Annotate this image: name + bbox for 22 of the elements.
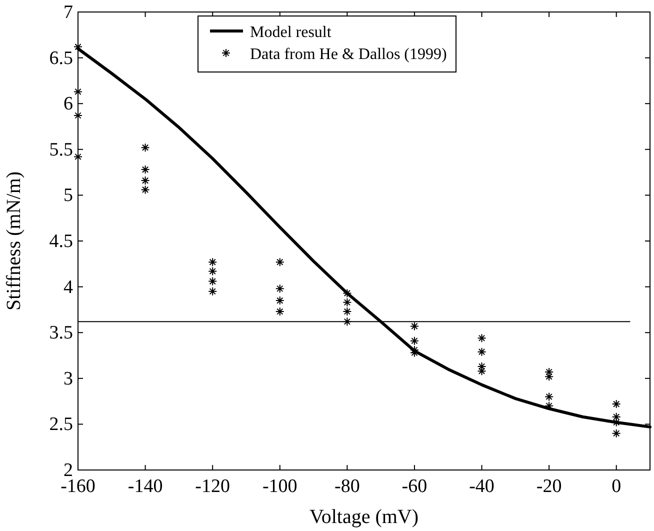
x-axis-title: Voltage (mV) [309, 506, 419, 528]
x-tick-label: -20 [536, 476, 562, 497]
x-tick-label: -100 [262, 476, 298, 497]
y-tick-label: 6.5 [49, 48, 73, 69]
y-tick-label: 4 [64, 276, 74, 298]
y-tick-label: 2.5 [49, 414, 73, 436]
y-tick-label: 4.5 [49, 231, 73, 252]
y-tick-label: 7 [64, 2, 73, 23]
x-tick-label: -80 [334, 476, 360, 497]
x-tick-label: 0 [612, 476, 622, 497]
y-tick-label: 3.5 [49, 322, 73, 344]
y-tick-label: 3 [64, 368, 73, 390]
legend-label: Data from He & Dallos (1999) [250, 46, 447, 63]
legend-label: Model result [250, 24, 332, 41]
x-tick-label: -60 [402, 476, 428, 497]
y-tick-label: 5 [64, 185, 73, 206]
x-tick-label: -120 [195, 476, 230, 497]
y-tick-label: 6 [64, 94, 73, 115]
y-tick-label: 5.5 [49, 139, 73, 160]
x-tick-label: -40 [469, 476, 494, 497]
y-axis-title: Stiffness (mN/m) [3, 171, 25, 311]
x-tick-label: -140 [128, 476, 163, 497]
